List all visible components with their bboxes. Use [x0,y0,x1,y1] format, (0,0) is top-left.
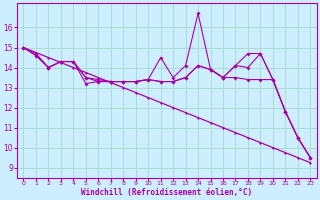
X-axis label: Windchill (Refroidissement éolien,°C): Windchill (Refroidissement éolien,°C) [81,188,252,197]
